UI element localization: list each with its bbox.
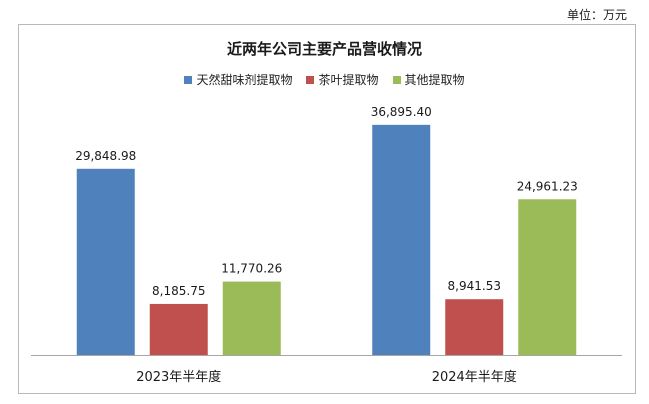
bar-series-1-cat-0 [149,303,208,355]
bar-series-1-cat-1 [445,299,504,355]
legend-item-series-1: 茶叶提取物 [306,71,379,88]
legend-label-series-1: 茶叶提取物 [318,73,379,87]
legend-swatch-series-2 [392,75,401,84]
legend-item-series-2: 其他提取物 [392,71,465,88]
bar-series-2-cat-1 [518,199,577,355]
bar-series-0-cat-1 [372,124,431,355]
bar-series-0-cat-0 [76,168,135,355]
x-tick-label-0: 2023年半年度 [136,369,221,385]
chart-title: 近两年公司主要产品营收情况 [226,40,422,58]
chart-frame [18,24,636,394]
data-label-series-1-cat-0: 8,185.75 [152,284,205,298]
legend-item-series-0: 天然甜味剂提取物 [184,71,292,88]
bar-series-2-cat-0 [222,281,281,355]
unit-label: 单位：万元 [566,8,627,22]
legend-label-series-0: 天然甜味剂提取物 [196,73,293,87]
legend-label-series-2: 其他提取物 [404,73,465,87]
data-label-series-0-cat-1: 36,895.40 [371,105,432,119]
data-label-series-0-cat-0: 29,848.98 [75,149,136,163]
x-tick-label-1: 2024年半年度 [432,369,517,385]
legend-swatch-series-1 [306,75,315,84]
data-label-series-2-cat-0: 11,770.26 [221,262,282,276]
legend-swatch-series-0 [184,75,193,84]
data-label-series-1-cat-1: 8,941.53 [448,279,501,293]
legend: 天然甜味剂提取物 茶叶提取物 其他提取物 [0,71,649,88]
data-label-series-2-cat-1: 24,961.23 [517,179,578,193]
